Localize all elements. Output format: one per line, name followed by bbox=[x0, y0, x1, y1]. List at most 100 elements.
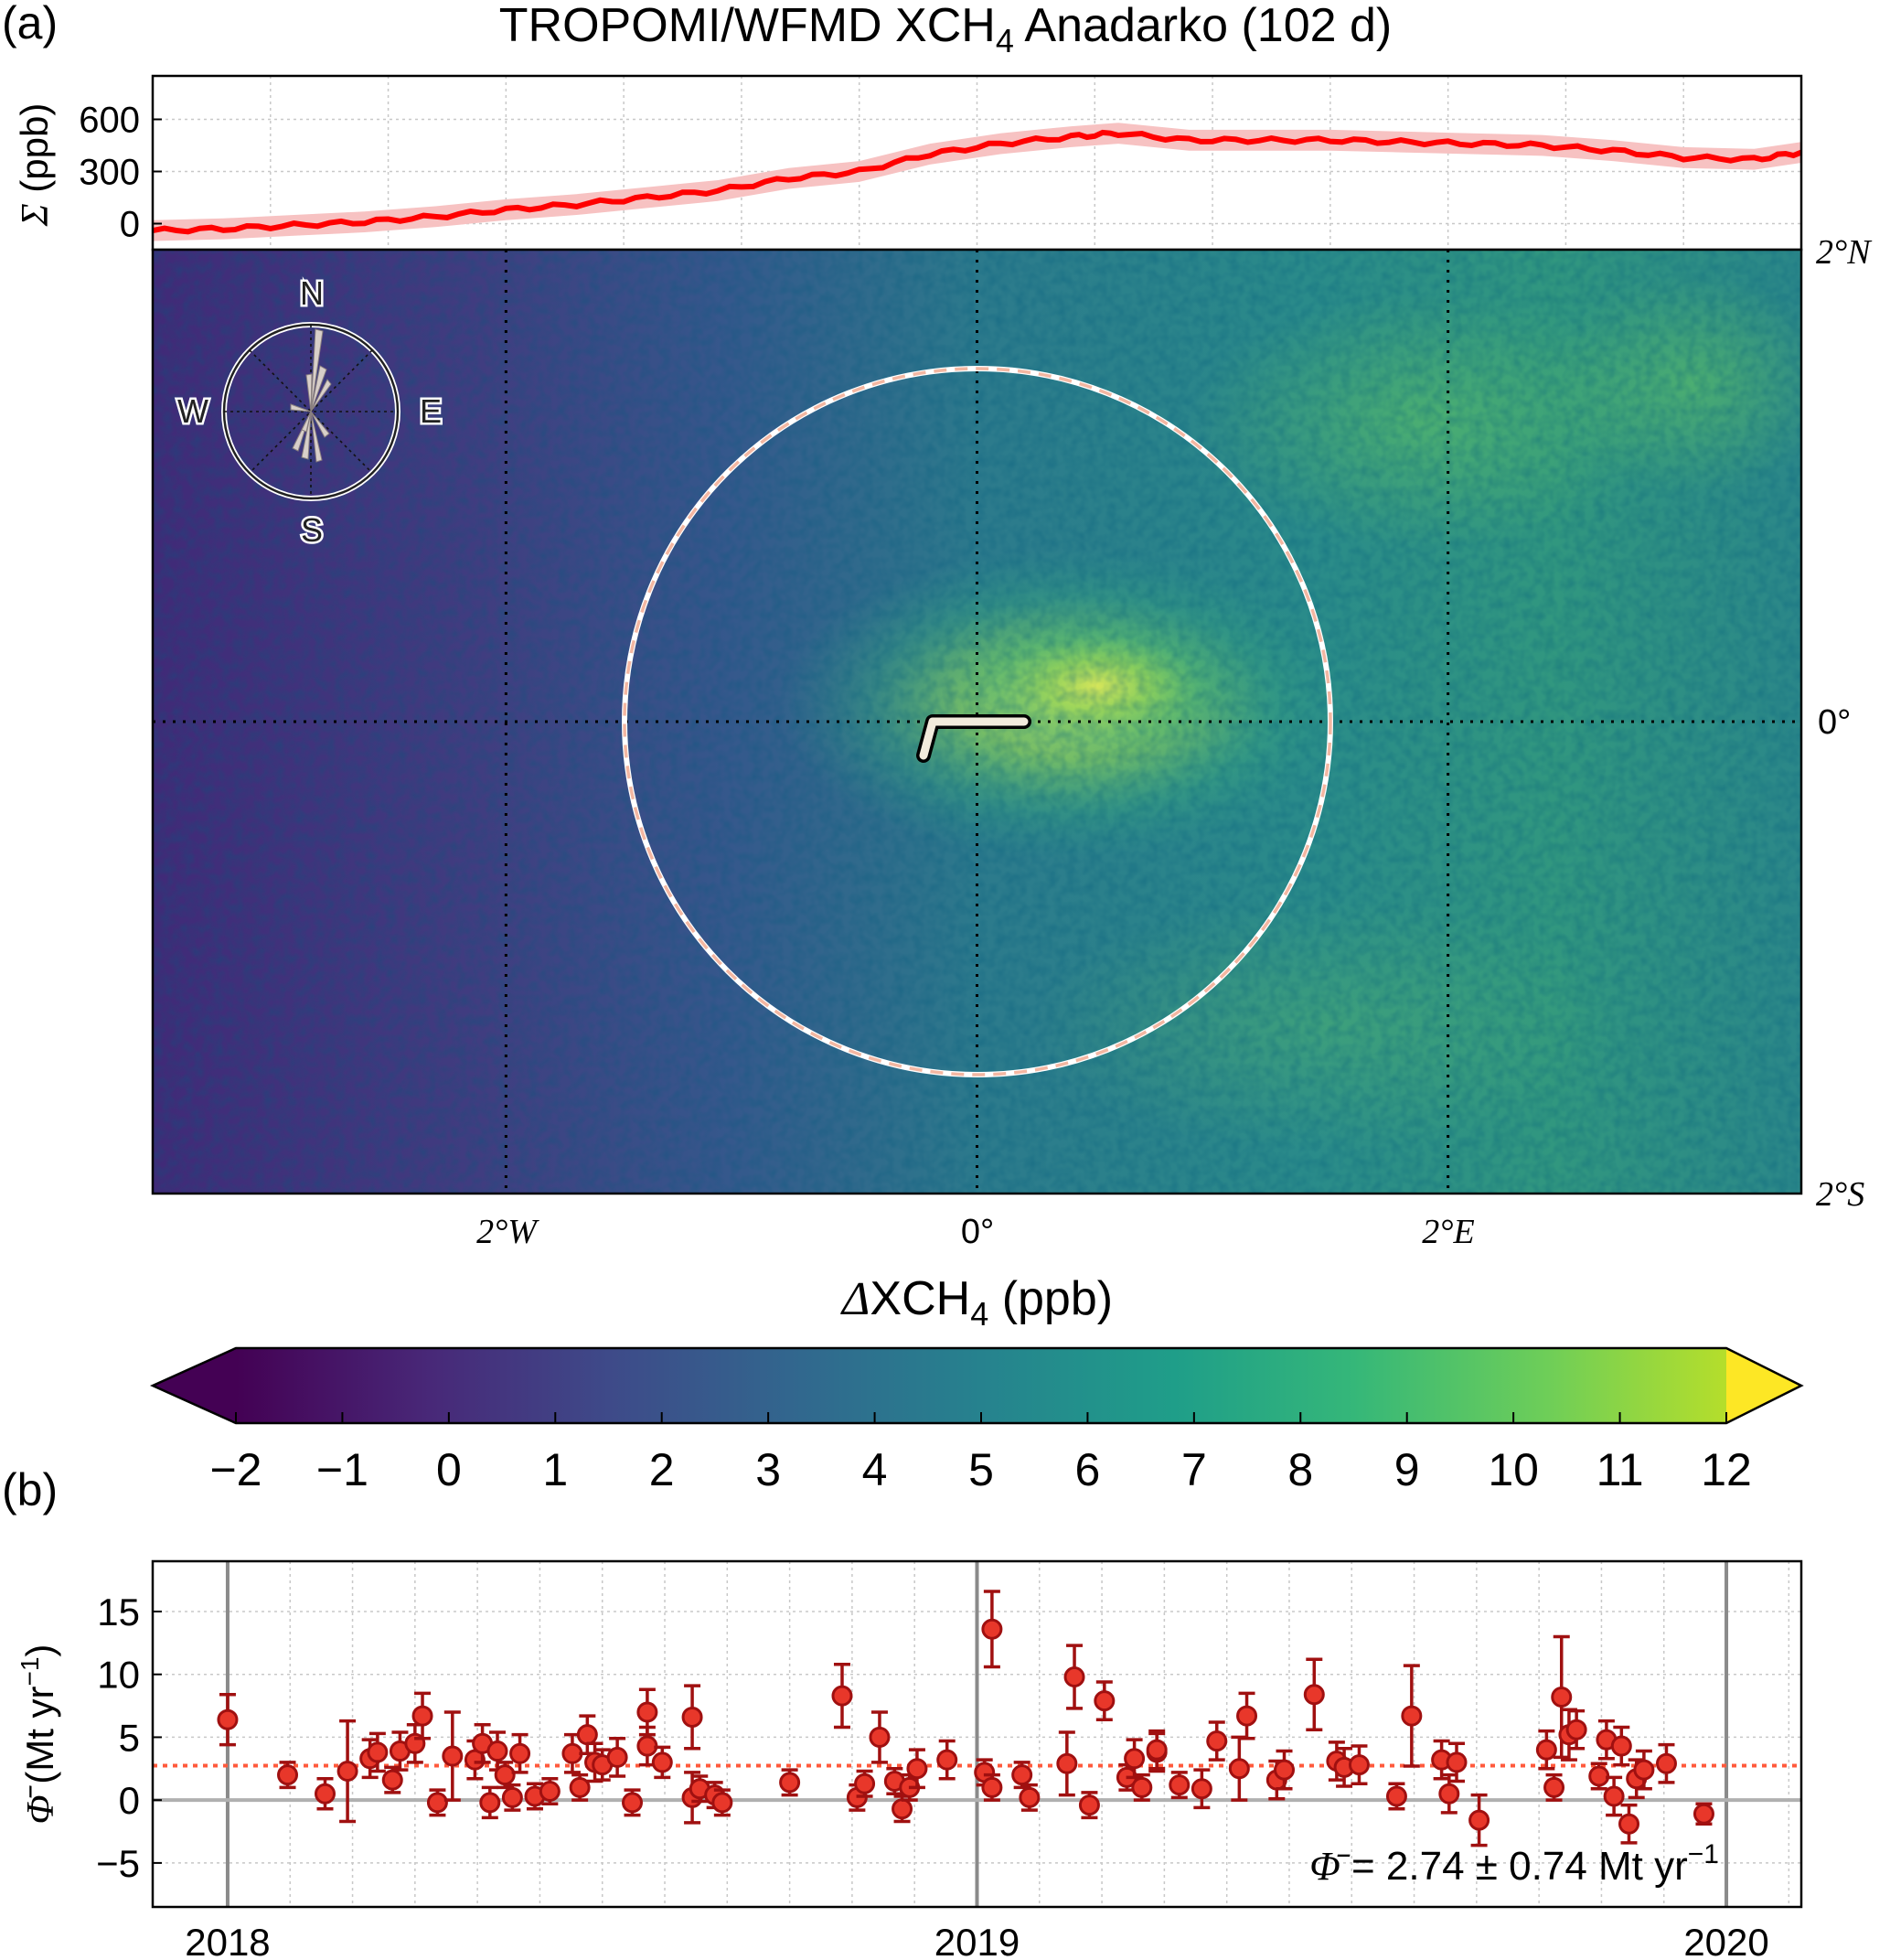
emission-marker bbox=[1565, 1719, 1587, 1740]
emission-point bbox=[501, 1783, 523, 1812]
emission-marker bbox=[1274, 1759, 1296, 1781]
emission-marker bbox=[1655, 1752, 1677, 1774]
emission-point bbox=[1431, 1739, 1453, 1781]
x-tick-label: 2018 bbox=[185, 1921, 270, 1960]
emission-point bbox=[636, 1687, 658, 1737]
emission-marker bbox=[217, 1708, 239, 1730]
emission-marker bbox=[1588, 1765, 1610, 1787]
colorbar-tick-label: 7 bbox=[1181, 1444, 1207, 1495]
emission-marker bbox=[636, 1735, 658, 1757]
emission-marker bbox=[479, 1792, 501, 1814]
x-tick-label: 2019 bbox=[934, 1921, 1020, 1960]
wind-rose: N E S W bbox=[176, 273, 444, 552]
lat-label-south: 2°S bbox=[1816, 1175, 1864, 1214]
emission-point bbox=[539, 1777, 561, 1806]
emission-point bbox=[1610, 1725, 1632, 1767]
wind-rose-petals bbox=[290, 328, 332, 463]
sigma-tick-label: 0 bbox=[120, 205, 140, 245]
colorbar-tick-label: 1 bbox=[542, 1444, 568, 1495]
emission-point bbox=[1535, 1729, 1557, 1771]
emission-marker bbox=[569, 1776, 591, 1798]
emission-point bbox=[1655, 1742, 1677, 1784]
emission-marker bbox=[1078, 1794, 1100, 1816]
emission-marker bbox=[486, 1740, 508, 1762]
emission-point bbox=[1633, 1749, 1655, 1791]
emission-point bbox=[906, 1748, 928, 1790]
emission-marker bbox=[561, 1742, 583, 1764]
emission-point bbox=[569, 1773, 591, 1802]
emission-point bbox=[1206, 1720, 1228, 1762]
emission-point bbox=[622, 1788, 644, 1817]
emission-y-ticks: 15 10 5 0 −5 bbox=[96, 1590, 162, 1885]
emission-point bbox=[606, 1737, 628, 1778]
emission-point bbox=[981, 1590, 1003, 1669]
emission-marker bbox=[1551, 1686, 1573, 1708]
lon-label-zero: 0° bbox=[961, 1213, 994, 1251]
emission-points bbox=[217, 1590, 1714, 1848]
emission-marker bbox=[606, 1746, 628, 1768]
emission-marker bbox=[1019, 1786, 1041, 1808]
emission-marker bbox=[411, 1705, 433, 1727]
emission-point bbox=[479, 1785, 501, 1820]
emission-point bbox=[1543, 1773, 1565, 1802]
emission-marker bbox=[539, 1781, 561, 1803]
mean-emission-annotation: Φ̄ = 2.74 ± 0.74 Mt yr−1 bbox=[1309, 1839, 1719, 1889]
emission-x-ticks: 2018 2019 2020 bbox=[185, 1921, 1769, 1960]
emission-marker bbox=[779, 1772, 801, 1794]
emission-point bbox=[869, 1710, 891, 1764]
colorbar-tick-label: 5 bbox=[968, 1444, 994, 1495]
panel-a-label: (a) bbox=[2, 0, 58, 48]
emission-point bbox=[1131, 1773, 1153, 1802]
emission-marker bbox=[681, 1706, 703, 1728]
emission-marker bbox=[367, 1741, 389, 1763]
emission-point bbox=[277, 1761, 299, 1790]
emission-panel: 15 10 5 0 −5 2018 2019 2020 Φ̄ (Mt yr−1) Φ̄ = … bbox=[16, 1559, 1803, 1960]
y-tick-label: −5 bbox=[96, 1842, 140, 1885]
emission-point bbox=[779, 1768, 801, 1797]
emission-point bbox=[681, 1684, 703, 1751]
colorbar-tick-label: 0 bbox=[436, 1444, 462, 1495]
emission-marker bbox=[651, 1751, 673, 1773]
emission-marker bbox=[892, 1798, 913, 1820]
emission-marker bbox=[1228, 1758, 1250, 1780]
emission-point bbox=[1078, 1791, 1100, 1820]
emission-marker bbox=[1603, 1785, 1625, 1807]
emission-marker bbox=[1348, 1754, 1370, 1776]
sigma-strip: 600 300 0 Σ (ppb) bbox=[13, 74, 1803, 252]
emission-marker bbox=[1438, 1783, 1460, 1805]
colorbar: ΔXCH4 (ppb) −2 −1 0 1 2 3 4 5 6 7 8 9 10 11 12 bbox=[149, 1272, 1804, 1495]
emission-marker bbox=[1385, 1785, 1407, 1807]
compass-w: W bbox=[177, 392, 208, 430]
emission-marker bbox=[1169, 1774, 1191, 1796]
emission-point bbox=[1236, 1691, 1258, 1740]
sigma-tick-label: 300 bbox=[79, 153, 140, 193]
emission-point bbox=[1588, 1762, 1610, 1791]
lat-label-north: 2°N bbox=[1816, 233, 1873, 272]
emission-point bbox=[1019, 1783, 1041, 1812]
emission-point bbox=[711, 1788, 733, 1817]
sigma-series-line bbox=[152, 129, 1803, 235]
emission-point bbox=[651, 1745, 673, 1780]
emission-point bbox=[336, 1719, 358, 1824]
colorbar-tick-label: 6 bbox=[1075, 1444, 1101, 1495]
emission-point bbox=[472, 1722, 494, 1764]
emission-y-axis-label: Φ̄ (Mt yr−1) bbox=[16, 1644, 62, 1825]
sigma-axis-label: Σ (ppb) bbox=[13, 103, 57, 228]
emission-point bbox=[1124, 1738, 1146, 1780]
emission-marker bbox=[622, 1792, 644, 1814]
emission-marker bbox=[1446, 1751, 1468, 1773]
colorbar-tick-label: 9 bbox=[1394, 1444, 1420, 1495]
colorbar-tick-label: 10 bbox=[1488, 1444, 1539, 1495]
emission-marker bbox=[314, 1783, 336, 1805]
emission-point bbox=[689, 1774, 710, 1804]
colorbar-ticks: −2 −1 0 1 2 3 4 5 6 7 8 9 10 11 12 bbox=[209, 1412, 1752, 1495]
colorbar-tick-label: 2 bbox=[649, 1444, 675, 1495]
emission-point bbox=[1565, 1708, 1587, 1751]
emission-marker bbox=[711, 1792, 733, 1814]
emission-point bbox=[1094, 1680, 1116, 1721]
emission-marker bbox=[277, 1764, 299, 1786]
emission-marker bbox=[1124, 1748, 1146, 1770]
emission-marker bbox=[906, 1758, 928, 1780]
emission-marker bbox=[1011, 1764, 1033, 1786]
emission-marker bbox=[1610, 1735, 1632, 1757]
